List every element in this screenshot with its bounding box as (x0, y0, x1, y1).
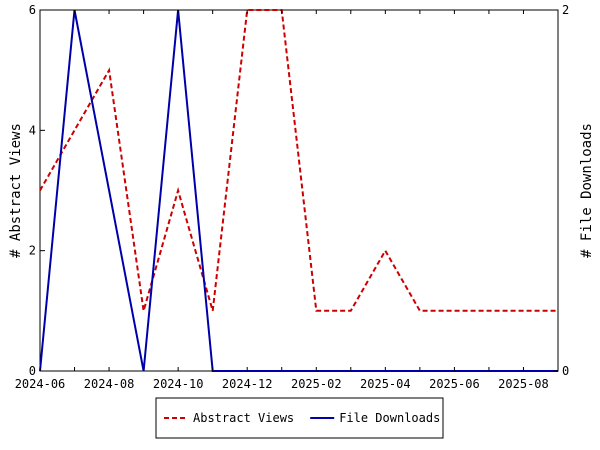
x-tick-label: 2024-08 (84, 377, 135, 391)
x-tick-label: 2024-10 (153, 377, 204, 391)
plot-area (39, 9, 559, 372)
y-left-tick-label: 6 (29, 3, 36, 17)
x-tick-label: 2025-08 (498, 377, 549, 391)
y-axis-left-title: # Abstract Views (8, 123, 24, 258)
legend-label: File Downloads (339, 411, 440, 425)
x-tick-label: 2025-06 (429, 377, 480, 391)
x-tick-label: 2025-02 (291, 377, 342, 391)
x-tick-label: 2024-12 (222, 377, 273, 391)
series-line-file-downloads (39, 9, 558, 372)
series-line-abstract-views (39, 9, 558, 312)
legend-label: Abstract Views (193, 411, 294, 425)
y-right-tick-label: 0 (562, 364, 569, 378)
y-left-tick-label: 4 (29, 123, 36, 137)
y-left-tick-label: 0 (29, 364, 36, 378)
series-layer (39, 9, 558, 372)
legend-box (155, 397, 444, 439)
y-right-tick-label: 2 (562, 3, 569, 17)
legend: Abstract Views File Downloads (155, 397, 444, 439)
x-tick-label: 2025-04 (360, 377, 411, 391)
axes-layer: 2024-06 2024-08 2024-10 2024-12 2025-02 2025-… (15, 3, 570, 391)
y-axis-right-title: # File Downloads (579, 123, 595, 258)
plot-frame (39, 9, 559, 372)
y-left-tick-label: 2 (29, 244, 36, 258)
x-tick-label: 2024-06 (15, 377, 66, 391)
